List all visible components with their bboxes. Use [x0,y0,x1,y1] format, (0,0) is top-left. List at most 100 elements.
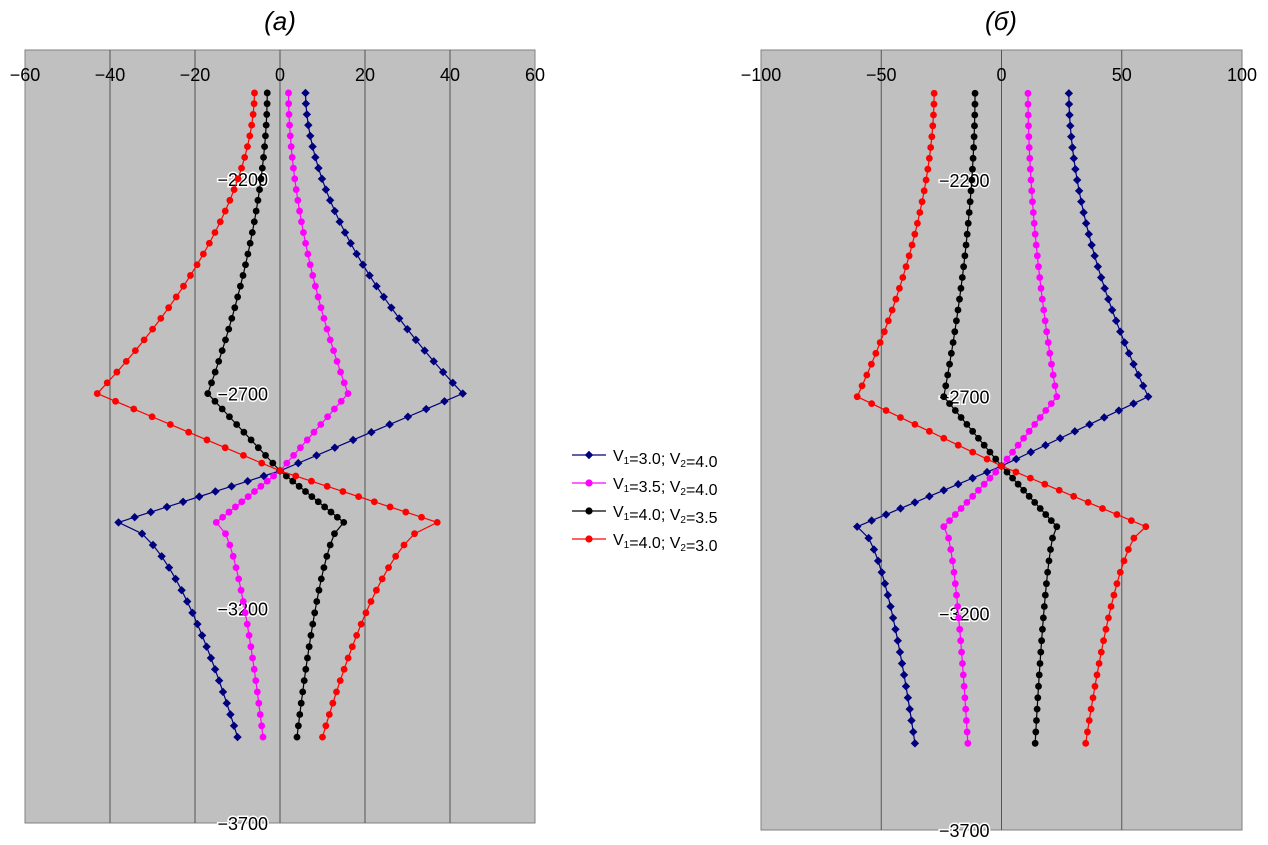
data-point [262,451,269,459]
data-point [998,462,1005,470]
data-point [951,328,959,336]
legend-label: V1=3.0; V2=4.0 [613,448,718,471]
data-point [300,677,308,685]
data-point [236,282,244,290]
data-point [1049,534,1056,542]
data-point [1051,382,1059,390]
data-point [296,711,304,718]
data-point [315,586,323,594]
data-point [229,552,237,560]
chart-title: (а) [264,6,296,36]
data-point [304,120,313,130]
data-point [234,293,242,301]
data-point [925,154,933,162]
data-point [1039,614,1047,622]
series-4 [93,89,441,741]
data-point [1025,144,1033,151]
data-point [896,284,903,292]
data-point [204,390,212,397]
data-point [1113,580,1121,588]
data-point [963,230,971,238]
x-tick-label: 0 [275,65,285,85]
data-point [1041,591,1049,599]
data-point [1026,474,1034,482]
data-point [881,510,891,519]
data-point [285,89,292,97]
data-point [229,721,239,731]
data-point [1028,187,1036,195]
data-point [964,219,972,227]
data-point [1064,89,1074,98]
data-point [300,229,307,236]
data-point [302,488,309,495]
data-point [287,143,295,151]
data-point [263,477,271,485]
data-point [228,315,236,322]
data-point [1027,176,1035,184]
data-point [940,523,948,531]
data-point [367,598,375,605]
data-point [238,164,245,172]
data-point [226,710,235,719]
data-point [385,564,392,571]
data-point [1033,705,1041,713]
data-point [211,397,219,405]
data-point [234,175,242,183]
data-point [308,493,316,501]
data-point [306,131,315,141]
data-point [355,493,363,501]
data-point [925,427,933,435]
data-point [214,676,224,685]
data-point [302,239,309,247]
data-point [888,613,898,623]
data-point [261,143,268,151]
data-point [291,175,299,183]
data-point [963,728,971,736]
data-point [942,382,950,390]
data-point [257,482,265,490]
data-point [1102,625,1110,633]
data-point [254,196,262,204]
data-point [954,480,963,489]
data-point [438,367,448,377]
data-point [157,315,165,322]
data-point [1134,370,1143,380]
data-point [1084,728,1091,736]
data-point [940,393,948,401]
data-point [308,142,317,151]
data-point [1026,447,1036,457]
data-point [946,360,953,368]
data-point [946,517,953,524]
data-point [199,250,207,258]
data-point [330,347,337,355]
data-point [956,625,964,633]
data-point [310,428,318,436]
data-point [1065,110,1074,120]
data-point [245,632,253,639]
data-point [1031,230,1039,238]
data-point [957,284,965,292]
data-point [1064,99,1074,109]
data-point [340,228,350,237]
data-point [344,654,352,662]
data-point [422,404,431,414]
legend-label: V1=4.0; V2=3.0 [613,532,718,555]
data-point [891,625,900,634]
data-point [148,413,156,421]
data-point [306,261,314,269]
data-point [344,390,352,397]
data-point [1079,208,1088,217]
data-point [1039,625,1046,633]
data-point [330,443,340,452]
data-point [260,153,267,161]
data-point [1049,371,1057,379]
data-point [294,196,302,204]
data-point [222,530,229,538]
data-point [1081,219,1091,228]
data-point [218,347,226,355]
data-point [252,677,260,685]
data-point [259,733,267,741]
data-point [1036,505,1044,512]
data-point [884,317,892,325]
data-point [400,541,408,549]
